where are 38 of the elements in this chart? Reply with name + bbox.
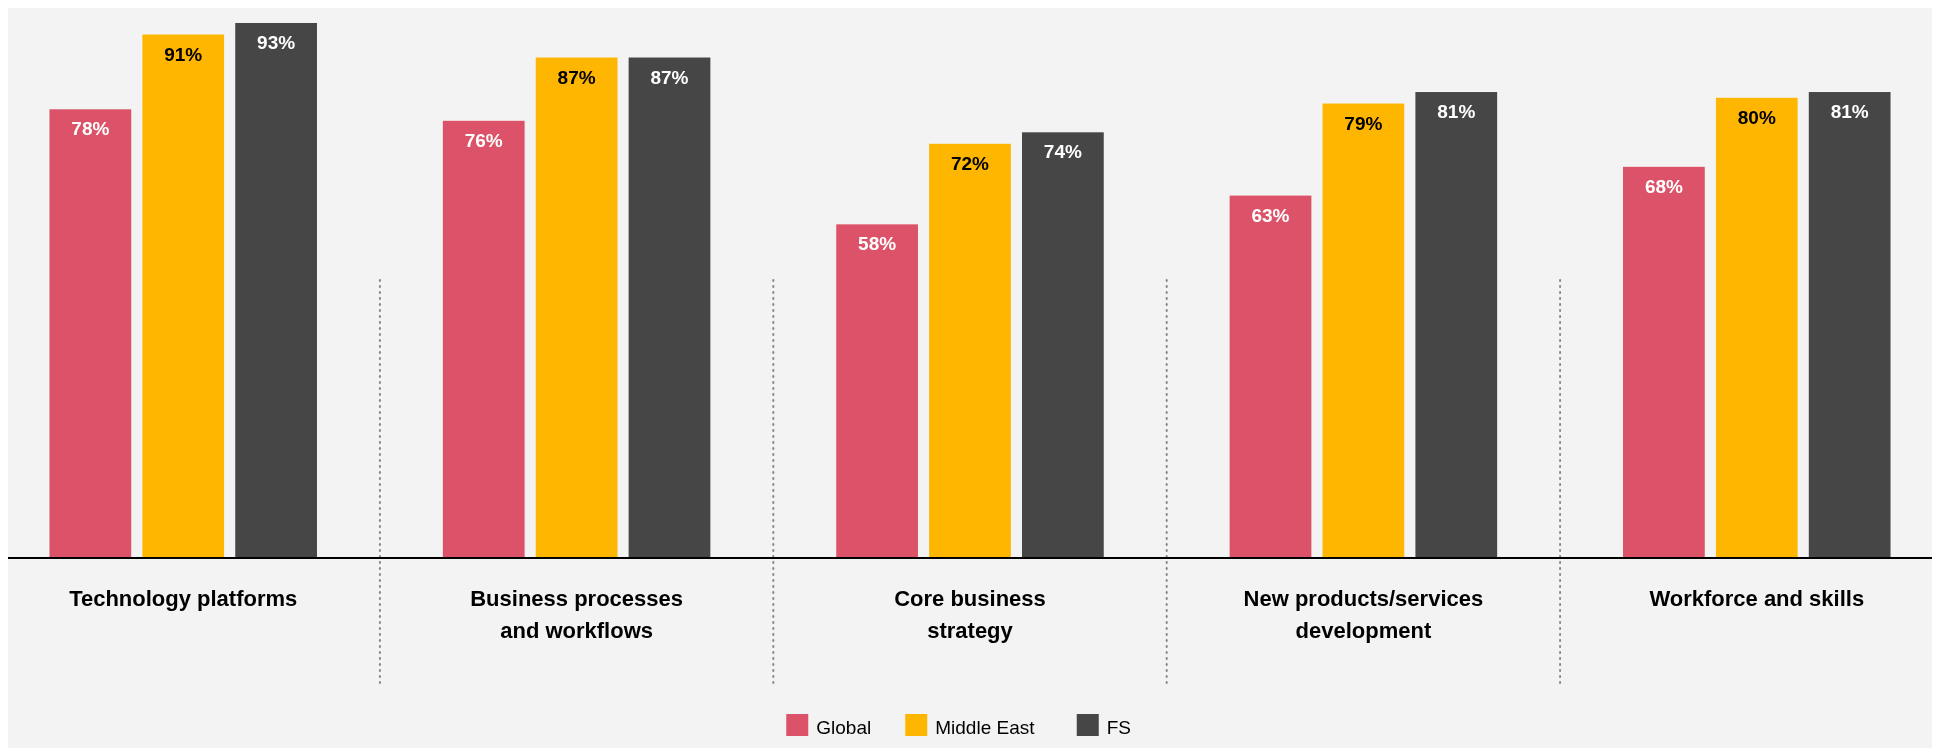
- x-tick-label: Business processes and workflows: [470, 586, 683, 643]
- data-label: 93%: [257, 32, 296, 53]
- data-label: 87%: [557, 66, 596, 88]
- data-label: 79%: [1344, 112, 1383, 134]
- x-tick-label: Technology platforms: [69, 586, 298, 611]
- data-label: 63%: [1251, 204, 1290, 226]
- x-tick-label: New products/services development: [1243, 586, 1484, 643]
- data-label: 74%: [1043, 141, 1082, 163]
- data-label: 81%: [1830, 101, 1869, 123]
- x-tick-label: Workforce and skills: [1649, 586, 1865, 611]
- bar: [1808, 92, 1891, 558]
- legend-label: Middle East: [935, 717, 1036, 738]
- data-label: 78%: [71, 118, 110, 140]
- data-label: 76%: [464, 129, 503, 151]
- bar: [1322, 103, 1405, 558]
- bar: [1229, 195, 1312, 558]
- x-tick-label: Core business strategy: [894, 586, 1046, 643]
- bar: [628, 57, 711, 558]
- data-label: 72%: [950, 152, 990, 174]
- bar: [235, 23, 317, 558]
- data-label: 68%: [1644, 175, 1684, 197]
- data-label: 87%: [650, 66, 689, 88]
- legend-label: FS: [1106, 717, 1132, 738]
- legend-label: Global: [816, 717, 872, 738]
- bar: [535, 57, 618, 558]
- bar: [142, 34, 225, 558]
- bar: [442, 120, 525, 558]
- data-label: 81%: [1437, 101, 1476, 123]
- bar: [1415, 92, 1498, 558]
- bar: [49, 109, 132, 558]
- data-label: 58%: [858, 233, 897, 255]
- data-label: 80%: [1737, 106, 1776, 128]
- bar: [1623, 166, 1705, 558]
- data-label: 91%: [164, 43, 203, 65]
- bar: [836, 224, 918, 558]
- bar: [929, 143, 1011, 558]
- bar: [1715, 97, 1798, 558]
- bar: [1022, 132, 1104, 558]
